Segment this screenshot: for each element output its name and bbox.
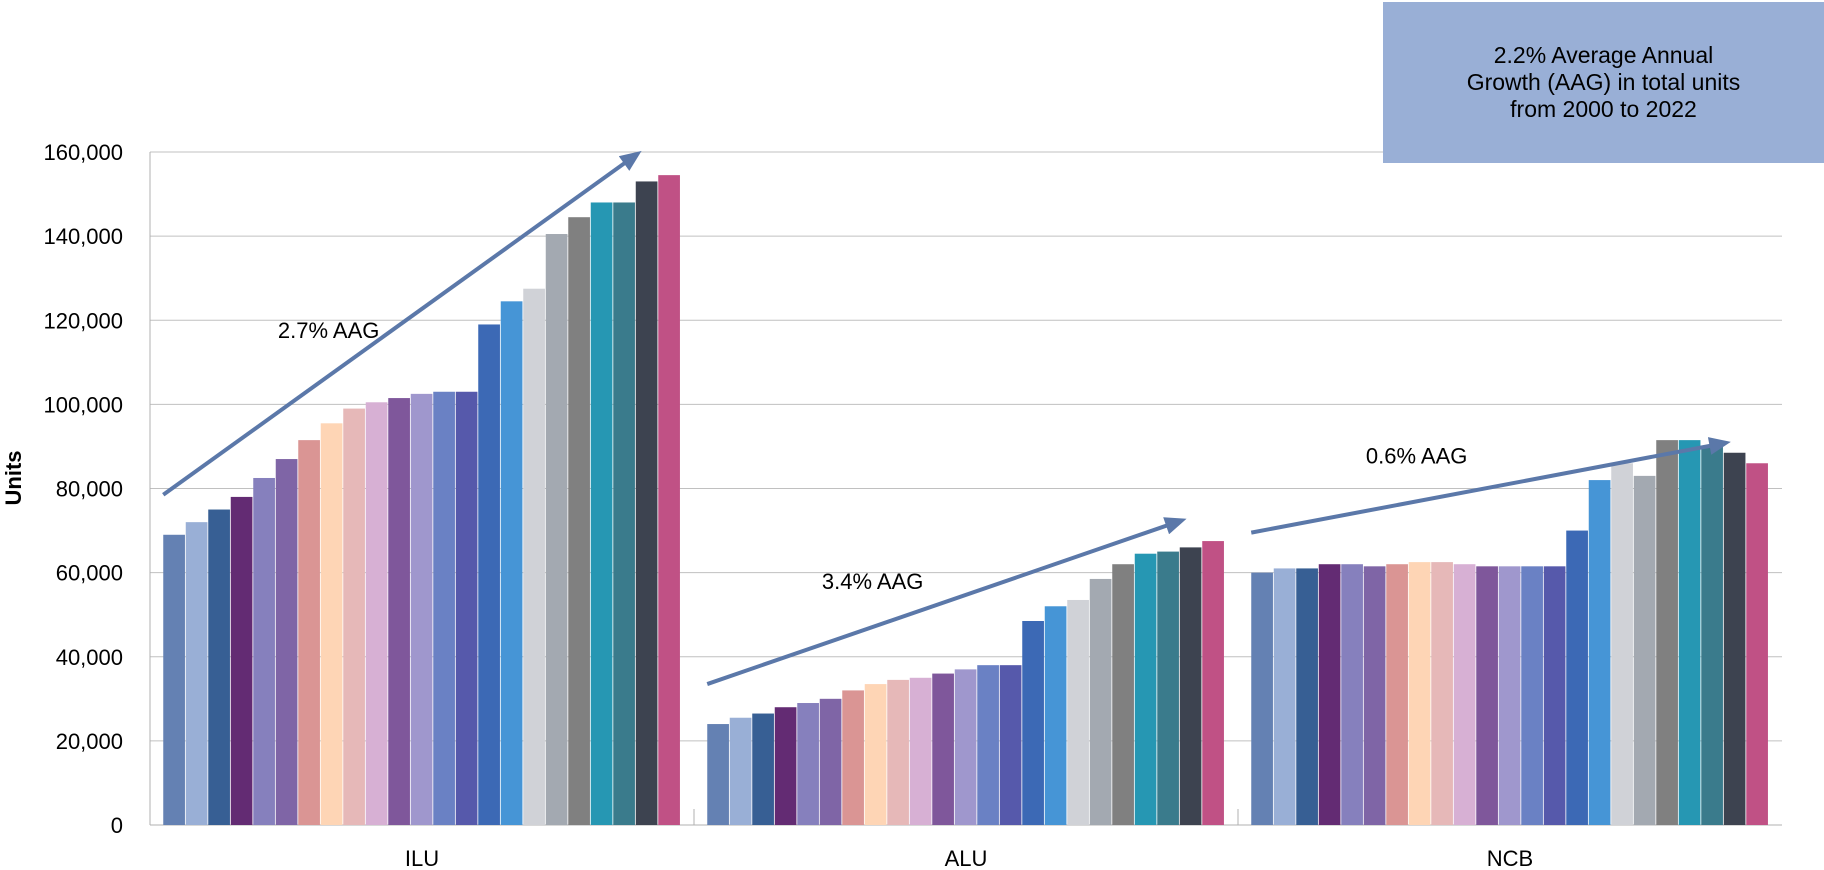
bar-ilu-20 (590, 202, 613, 826)
bar-alu-5 (797, 703, 819, 825)
bar-alu-21 (1157, 551, 1179, 825)
bar-ilu-11 (388, 398, 410, 825)
bar-alu-3 (752, 713, 774, 825)
bar-ilu-3 (208, 509, 230, 825)
bar-ilu-13 (433, 391, 455, 825)
y-tick-label: 20,000 (56, 729, 123, 754)
bar-ilu-9 (343, 408, 365, 825)
average-growth-text: 2.2% Average Annual Growth (AAG) in tota… (1466, 42, 1741, 122)
aag-label-alu: 3.4% AAG (822, 569, 924, 594)
bar-ncb-20 (1678, 440, 1701, 825)
bar-ilu-1 (163, 534, 185, 825)
bar-ncb-10 (1453, 564, 1476, 825)
bar-ncb-15 (1566, 530, 1588, 825)
bar-alu-17 (1067, 599, 1089, 825)
bar-ilu-19 (568, 217, 590, 825)
bar-alu-20 (1134, 553, 1157, 825)
bar-alu-18 (1089, 578, 1112, 825)
bar-ilu-2 (185, 522, 208, 825)
bar-ncb-8 (1408, 562, 1431, 825)
bar-alu-2 (729, 717, 752, 825)
y-tick-label: 160,000 (43, 140, 123, 165)
bar-ilu-5 (253, 477, 275, 825)
bar-ilu-18 (545, 234, 568, 826)
bar-ncb-18 (1633, 475, 1656, 825)
bar-ncb-17 (1611, 463, 1633, 825)
bar-alu-7 (842, 690, 864, 825)
growth-arrow-ilu (162, 150, 642, 497)
bar-ncb-23 (1746, 463, 1768, 825)
y-tick-labels: 0 20,000 40,000 60,000 80,000 100,000 120,000 1… (43, 140, 123, 838)
bar-ncb-6 (1363, 566, 1386, 825)
category-label-ncb: NCB (1487, 846, 1533, 870)
bar-ncb-1 (1251, 572, 1273, 825)
y-axis-label: Units (1, 451, 26, 506)
bar-ncb-4 (1318, 564, 1341, 825)
bar-ilu-15 (478, 324, 500, 825)
bar-alu-6 (819, 698, 842, 825)
y-tick-label: 140,000 (43, 224, 123, 249)
bar-ncb-7 (1386, 564, 1408, 825)
bar-ilu-6 (275, 459, 298, 825)
bar-alu-19 (1112, 564, 1134, 825)
bar-alu-1 (707, 724, 729, 825)
bar-alu-16 (1044, 606, 1067, 825)
growth-arrows: 2.7% AAG 3.4% AAG 0.6% AAG (162, 150, 1731, 686)
bars (163, 175, 1768, 826)
bar-alu-15 (1022, 620, 1044, 825)
bar-ncb-21 (1701, 446, 1723, 825)
bar-ncb-2 (1273, 568, 1296, 825)
bar-ilu-7 (298, 440, 320, 825)
bar-alu-22 (1179, 547, 1202, 825)
bar-ncb-22 (1723, 452, 1746, 825)
bar-alu-11 (932, 673, 954, 825)
bar-ilu-23 (658, 175, 680, 825)
bar-ilu-17 (523, 288, 545, 825)
y-tick-label: 0 (111, 813, 123, 838)
bar-ncb-3 (1296, 568, 1318, 825)
y-tick-label: 80,000 (56, 477, 123, 502)
bar-ncb-9 (1431, 562, 1453, 825)
bar-ncb-11 (1476, 566, 1498, 825)
bar-ilu-10 (365, 402, 388, 825)
bar-alu-13 (977, 665, 999, 825)
y-tick-label: 100,000 (43, 392, 123, 417)
bar-ncb-19 (1656, 440, 1678, 825)
bar-alu-12 (954, 669, 977, 825)
bar-ilu-4 (230, 496, 253, 825)
bar-ncb-13 (1521, 566, 1543, 825)
bar-ncb-14 (1543, 566, 1566, 825)
bar-alu-14 (999, 665, 1022, 825)
bar-alu-4 (774, 707, 797, 825)
bar-ncb-12 (1498, 566, 1521, 825)
bar-ilu-8 (320, 423, 343, 825)
aag-label-ncb: 0.6% AAG (1366, 443, 1468, 468)
y-tick-label: 40,000 (56, 645, 123, 670)
aag-label-ilu: 2.7% AAG (278, 318, 380, 343)
growth-arrow-alu (706, 517, 1187, 686)
growth-arrow-ncb (1250, 437, 1731, 535)
bar-ilu-22 (635, 181, 658, 826)
y-tick-label: 120,000 (43, 308, 123, 333)
bar-ilu-21 (613, 202, 635, 826)
bar-alu-8 (864, 684, 887, 825)
y-tick-label: 60,000 (56, 561, 123, 586)
bar-ncb-16 (1588, 480, 1611, 825)
bar-ncb-5 (1341, 564, 1363, 825)
average-growth-callout: 2.2% Average Annual Growth (AAG) in tota… (1383, 2, 1824, 163)
bar-ilu-12 (410, 393, 433, 825)
bar-alu-10 (909, 677, 932, 825)
category-label-ilu: ILU (405, 846, 439, 870)
category-labels: ILU ALU NCB (405, 846, 1533, 870)
bar-alu-9 (887, 679, 909, 825)
bar-ilu-14 (455, 391, 478, 825)
bar-alu-23 (1202, 541, 1224, 825)
bar-ilu-16 (500, 301, 523, 825)
category-label-alu: ALU (945, 846, 988, 870)
